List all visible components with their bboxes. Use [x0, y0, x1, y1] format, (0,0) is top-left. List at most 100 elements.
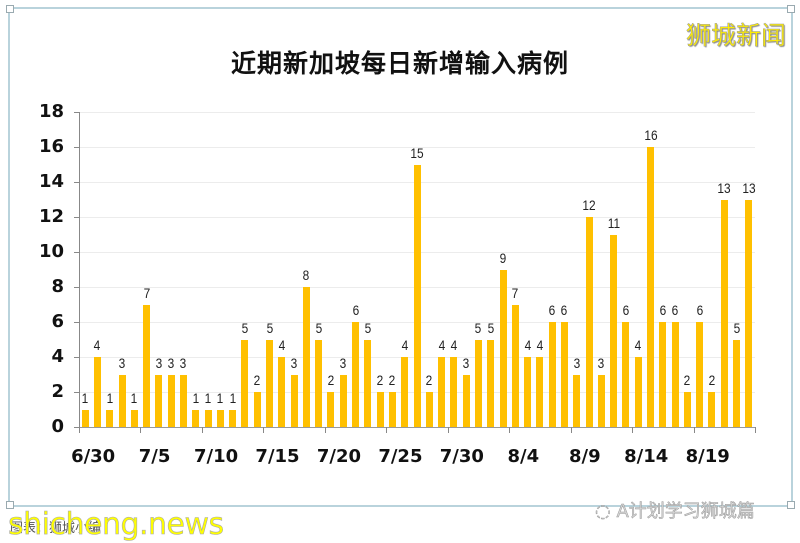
x-tick — [140, 427, 142, 433]
x-axis — [79, 427, 755, 428]
bar — [548, 322, 556, 427]
bar — [81, 409, 89, 427]
site-watermark: shicheng.news — [8, 507, 225, 543]
y-tick — [74, 147, 79, 148]
bar — [179, 374, 187, 427]
x-axis-label: 8/19 — [685, 446, 730, 467]
x-tick — [509, 427, 511, 433]
data-label: 4 — [450, 337, 458, 353]
bar — [511, 304, 519, 427]
bar — [597, 374, 605, 427]
data-label: 4 — [634, 337, 642, 353]
data-label: 5 — [487, 319, 495, 336]
y-tick — [74, 217, 79, 218]
data-label: 7 — [143, 284, 150, 301]
bar — [253, 392, 261, 427]
data-label: 1 — [204, 389, 212, 406]
bar — [266, 339, 273, 427]
data-label: 1 — [217, 389, 224, 406]
bar — [499, 269, 507, 427]
bar — [278, 357, 286, 427]
data-label: 1 — [130, 389, 138, 406]
data-label: 6 — [622, 302, 630, 318]
wechat-account-name: A计划学习狮城篇 — [616, 501, 755, 523]
data-label: 12 — [582, 197, 596, 213]
data-label: 13 — [717, 179, 731, 196]
bar — [634, 357, 642, 427]
bar — [647, 147, 655, 427]
bar — [216, 409, 224, 427]
x-tick — [570, 427, 572, 433]
bar — [93, 357, 101, 427]
x-axis-label: 7/20 — [316, 446, 362, 467]
data-label: 16 — [643, 127, 658, 143]
data-label: 2 — [708, 372, 716, 388]
data-label: 1 — [81, 389, 89, 406]
data-label: 2 — [389, 372, 396, 388]
bar — [241, 339, 249, 427]
x-tick — [632, 427, 634, 433]
data-label: 13 — [742, 179, 756, 196]
bar — [560, 322, 568, 427]
x-axis-label: 7/15 — [255, 446, 300, 467]
y-axis-label: 16 — [38, 136, 64, 157]
data-label: 5 — [241, 319, 249, 336]
data-label: 2 — [425, 372, 433, 388]
bar — [204, 409, 212, 427]
bar — [610, 234, 618, 427]
data-label: 4 — [94, 337, 101, 353]
chart-title: 近期新加坡每日新增输入病例 — [230, 49, 569, 78]
bar — [438, 357, 446, 427]
data-label: 2 — [376, 372, 384, 388]
y-axis-label: 14 — [38, 171, 64, 192]
y-axis-label: 2 — [51, 381, 64, 402]
data-label: 5 — [315, 319, 322, 336]
data-label: 4 — [524, 337, 531, 353]
y-tick — [74, 392, 79, 393]
x-tick — [263, 427, 265, 433]
data-label: 3 — [339, 354, 347, 371]
bar — [733, 339, 741, 427]
bar — [155, 374, 163, 427]
data-label: 3 — [462, 354, 470, 371]
y-axis-label: 0 — [51, 416, 64, 437]
x-axis-label: 8/14 — [624, 446, 669, 467]
resize-handle-top-right[interactable] — [787, 5, 795, 13]
bar — [524, 357, 532, 427]
bar — [327, 392, 335, 427]
data-label: 5 — [364, 319, 372, 336]
data-label: 3 — [167, 354, 175, 371]
bar — [683, 392, 691, 427]
resize-handle-top-left[interactable] — [6, 5, 14, 13]
x-tick — [386, 427, 388, 433]
bar — [315, 339, 323, 427]
data-label: 6 — [696, 302, 703, 318]
data-label: 5 — [475, 319, 482, 336]
data-label: 3 — [290, 354, 298, 371]
bar — [462, 374, 470, 427]
y-tick — [74, 287, 79, 288]
x-axis-label: 7/10 — [193, 446, 239, 467]
bar — [290, 374, 298, 427]
bar — [450, 357, 458, 427]
bar — [401, 357, 409, 427]
resize-handle-bottom-right[interactable] — [787, 501, 795, 509]
bar — [167, 374, 175, 427]
resize-handle-bottom-left[interactable] — [6, 501, 14, 509]
bar — [352, 322, 360, 427]
bar — [659, 322, 667, 427]
x-axis-label: 7/25 — [378, 446, 423, 467]
x-tick — [693, 427, 695, 433]
data-label: 2 — [253, 372, 261, 388]
brand-watermark: 狮城新闻 — [685, 21, 787, 51]
data-label: 1 — [192, 389, 200, 406]
x-tick — [324, 427, 326, 433]
bar — [339, 374, 347, 427]
bar — [364, 339, 372, 427]
bar — [720, 199, 728, 427]
data-label: 3 — [155, 354, 163, 371]
x-tick — [79, 427, 80, 433]
y-tick — [74, 112, 79, 113]
x-axis-label: 7/5 — [138, 446, 171, 467]
x-tick — [201, 427, 203, 433]
